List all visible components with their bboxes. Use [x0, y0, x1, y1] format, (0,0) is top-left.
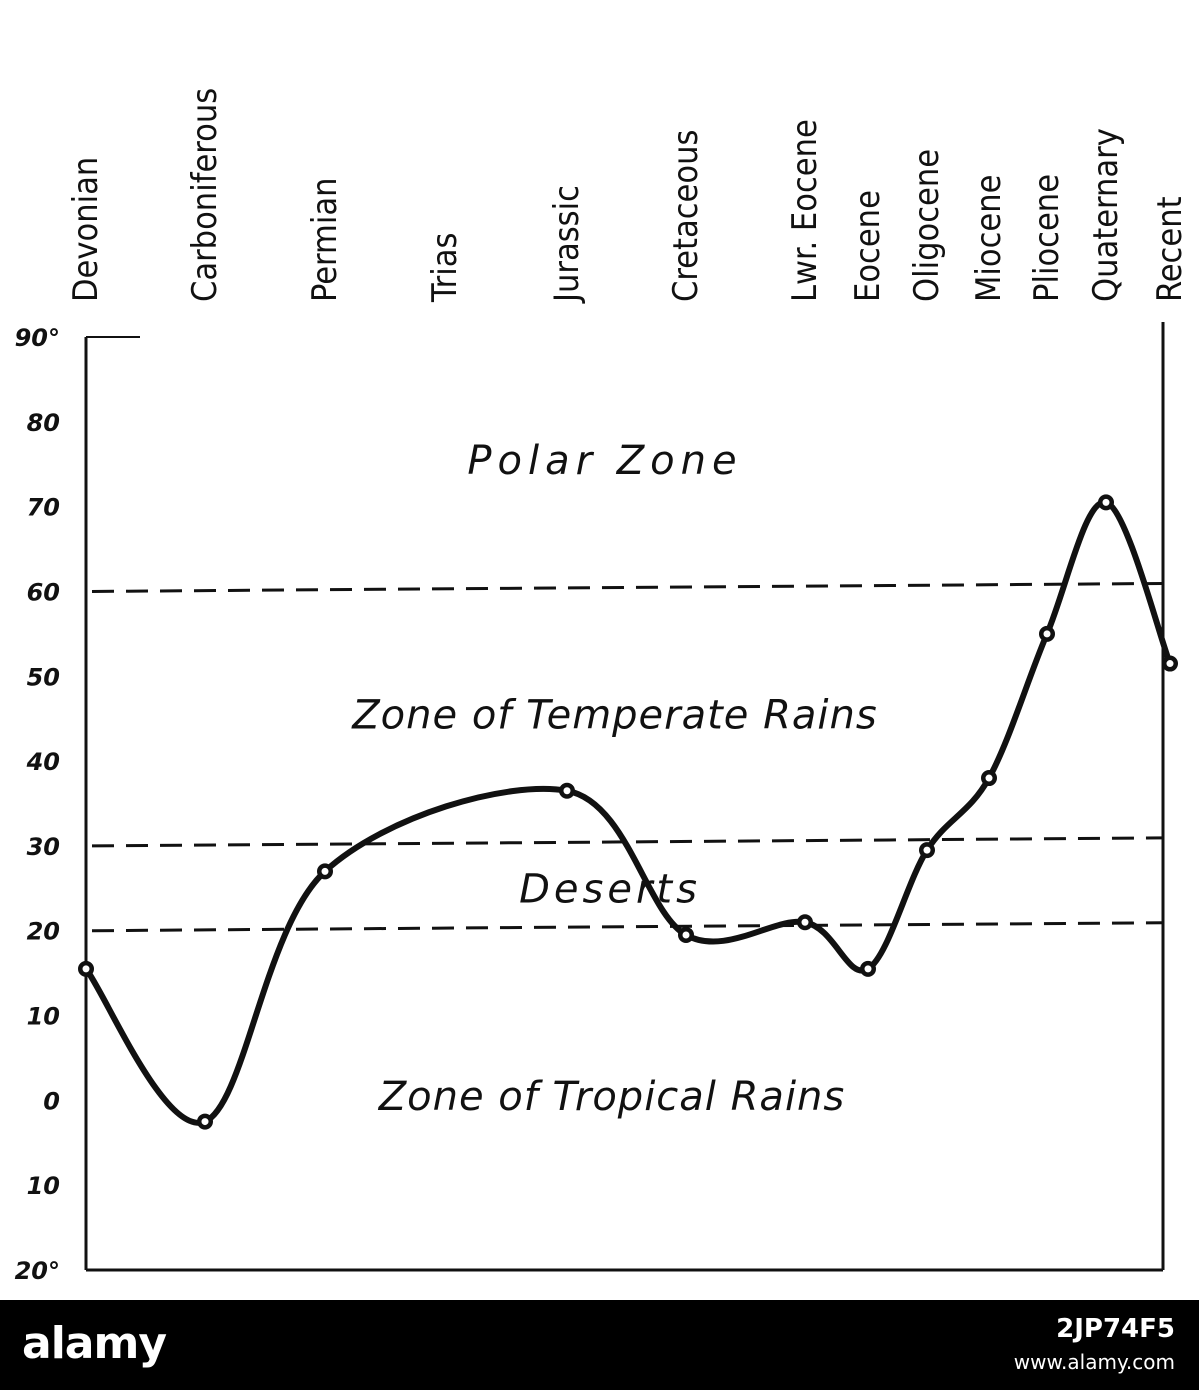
data-point-center [201, 1118, 209, 1126]
data-series [83, 499, 1173, 1126]
reference-line [91, 836, 1164, 848]
y-tick-label: 20 [27, 918, 60, 946]
period-label: Devonian [66, 157, 106, 302]
climate-chart: Devonian Carboniferous Permian Trias Jurassi… [15, 88, 1190, 1285]
period-label: Recent [1150, 196, 1190, 302]
zone-label: Polar Zone [467, 438, 742, 484]
y-tick-label: 80 [27, 409, 60, 437]
period-label: Lwr. Eocene [785, 119, 825, 302]
period-label: Eocene [848, 190, 888, 302]
brand-logo: alamy [22, 1318, 167, 1369]
y-tick-label: 0 [43, 1087, 60, 1115]
data-point-center [82, 965, 90, 973]
y-tick-label: 40 [26, 748, 60, 776]
y-axis-ticks: 90° 80 70 60 50 40 30 20 10 0 10 20° [15, 324, 60, 1285]
footer-info: 2JP74F5 www.alamy.com [1014, 1314, 1175, 1374]
period-label: Jurassic [547, 185, 587, 304]
data-point-center [563, 787, 571, 795]
reference-line [91, 921, 1164, 933]
data-points [78, 494, 1178, 1130]
period-label: Oligocene [907, 149, 947, 302]
y-tick-label: 70 [27, 494, 60, 522]
data-point-center [1166, 660, 1174, 668]
reference-lines [91, 581, 1164, 933]
period-label: Quaternary [1086, 128, 1126, 302]
zone-label: Zone of Temperate Rains [351, 692, 877, 738]
zone-label: Deserts [519, 866, 701, 912]
data-point-center [321, 867, 329, 875]
image-id: 2JP74F5 [1056, 1314, 1175, 1344]
data-point-center [985, 774, 993, 782]
period-labels: Devonian Carboniferous Permian Trias Jurassi… [66, 88, 1190, 304]
period-label: Pliocene [1027, 174, 1067, 302]
data-point-center [1043, 630, 1051, 638]
series-line [83, 499, 1173, 1126]
y-tick-label: 10 [27, 1172, 60, 1200]
period-label: Permian [305, 178, 345, 302]
data-point-center [864, 965, 872, 973]
y-tick-label: 30 [27, 833, 60, 861]
watermark-footer: alamy 2JP74F5 www.alamy.com [0, 1300, 1199, 1390]
data-point-center [801, 918, 809, 926]
period-label: Miocene [969, 175, 1009, 302]
reference-line [91, 581, 1164, 593]
y-tick-label: 20° [15, 1257, 60, 1285]
y-tick-label: 90° [15, 324, 60, 352]
data-point-center [682, 931, 690, 939]
period-label: Cretaceous [666, 130, 706, 302]
zone-label: Zone of Tropical Rains [378, 1074, 846, 1120]
zone-labels: Polar Zone Zone of Temperate Rains Deserts… [351, 438, 877, 1120]
period-label: Carboniferous [185, 88, 225, 302]
plot-frame [84, 322, 1165, 1272]
footer-url: www.alamy.com [1013, 1350, 1175, 1374]
y-tick-label: 10 [27, 1003, 60, 1031]
data-point-center [923, 846, 931, 854]
y-tick-label: 50 [27, 663, 60, 691]
data-point-center [1102, 498, 1110, 506]
y-tick-label: 60 [27, 578, 60, 606]
period-label: Trias [425, 233, 465, 303]
